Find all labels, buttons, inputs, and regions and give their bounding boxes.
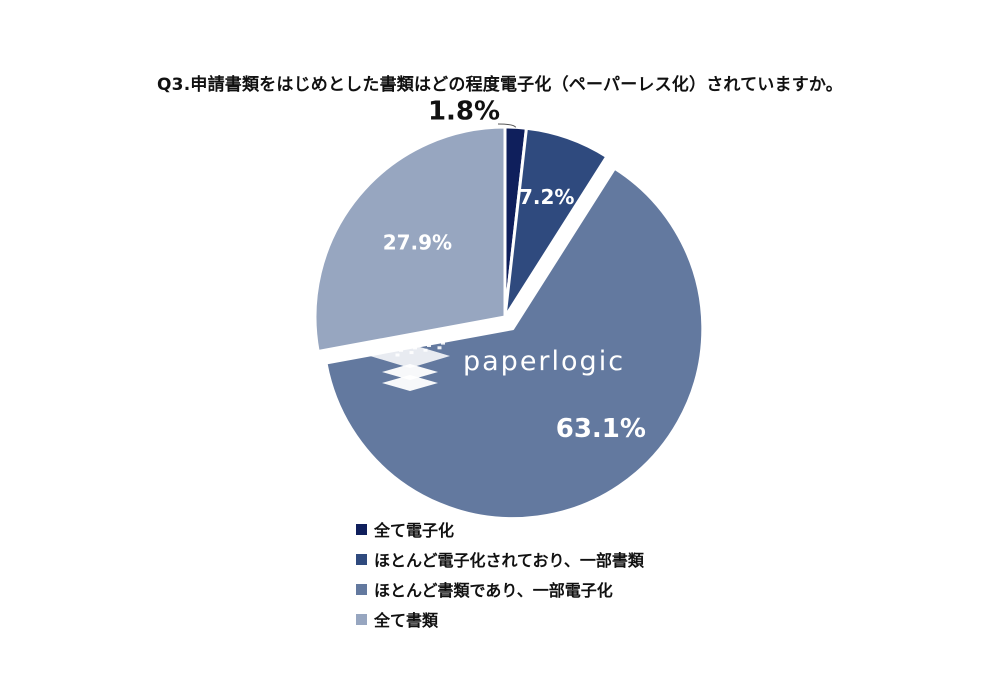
pie-slice	[324, 166, 705, 521]
legend-label: 全て書類	[374, 611, 439, 630]
pie-slice	[313, 125, 507, 353]
chart-legend: 全て電子化ほとんど電子化されており、一部書類 ほとんど書類であり、一部電子化 全て書…	[356, 514, 644, 634]
slice-value-label: 27.9%	[383, 231, 452, 255]
legend-label: ほとんど書類であり、一部電子化	[374, 581, 613, 600]
legend-swatch	[356, 583, 367, 595]
legend-swatch	[356, 523, 367, 535]
paperlogic-layers-icon	[370, 334, 450, 391]
slice-value-label: 7.2%	[519, 185, 574, 209]
watermark-text: paperlogic	[463, 346, 625, 377]
paperlogic-logo: paperlogic	[370, 334, 625, 391]
legend-item: ほとんど書類であり、一部電子化	[356, 574, 644, 604]
chart-title: Q3.申請書類をはじめとした書類はどの程度電子化（ペーパーレス化）されていますか…	[157, 75, 843, 95]
legend-item: 全て電子化	[356, 514, 644, 544]
legend-swatch	[356, 553, 367, 565]
slice-value-label: 1.8%	[428, 97, 500, 127]
legend-swatch	[356, 613, 367, 625]
legend-item: ほとんど電子化されており、一部書類	[356, 544, 644, 574]
slice-value-label: 63.1%	[556, 414, 646, 444]
leader-line	[497, 123, 517, 128]
legend-label: 全て電子化	[374, 521, 455, 540]
legend-item: 全て書類	[356, 604, 644, 634]
pie-slice	[503, 126, 609, 319]
legend-label: ほとんど電子化されており、一部書類	[374, 551, 644, 570]
